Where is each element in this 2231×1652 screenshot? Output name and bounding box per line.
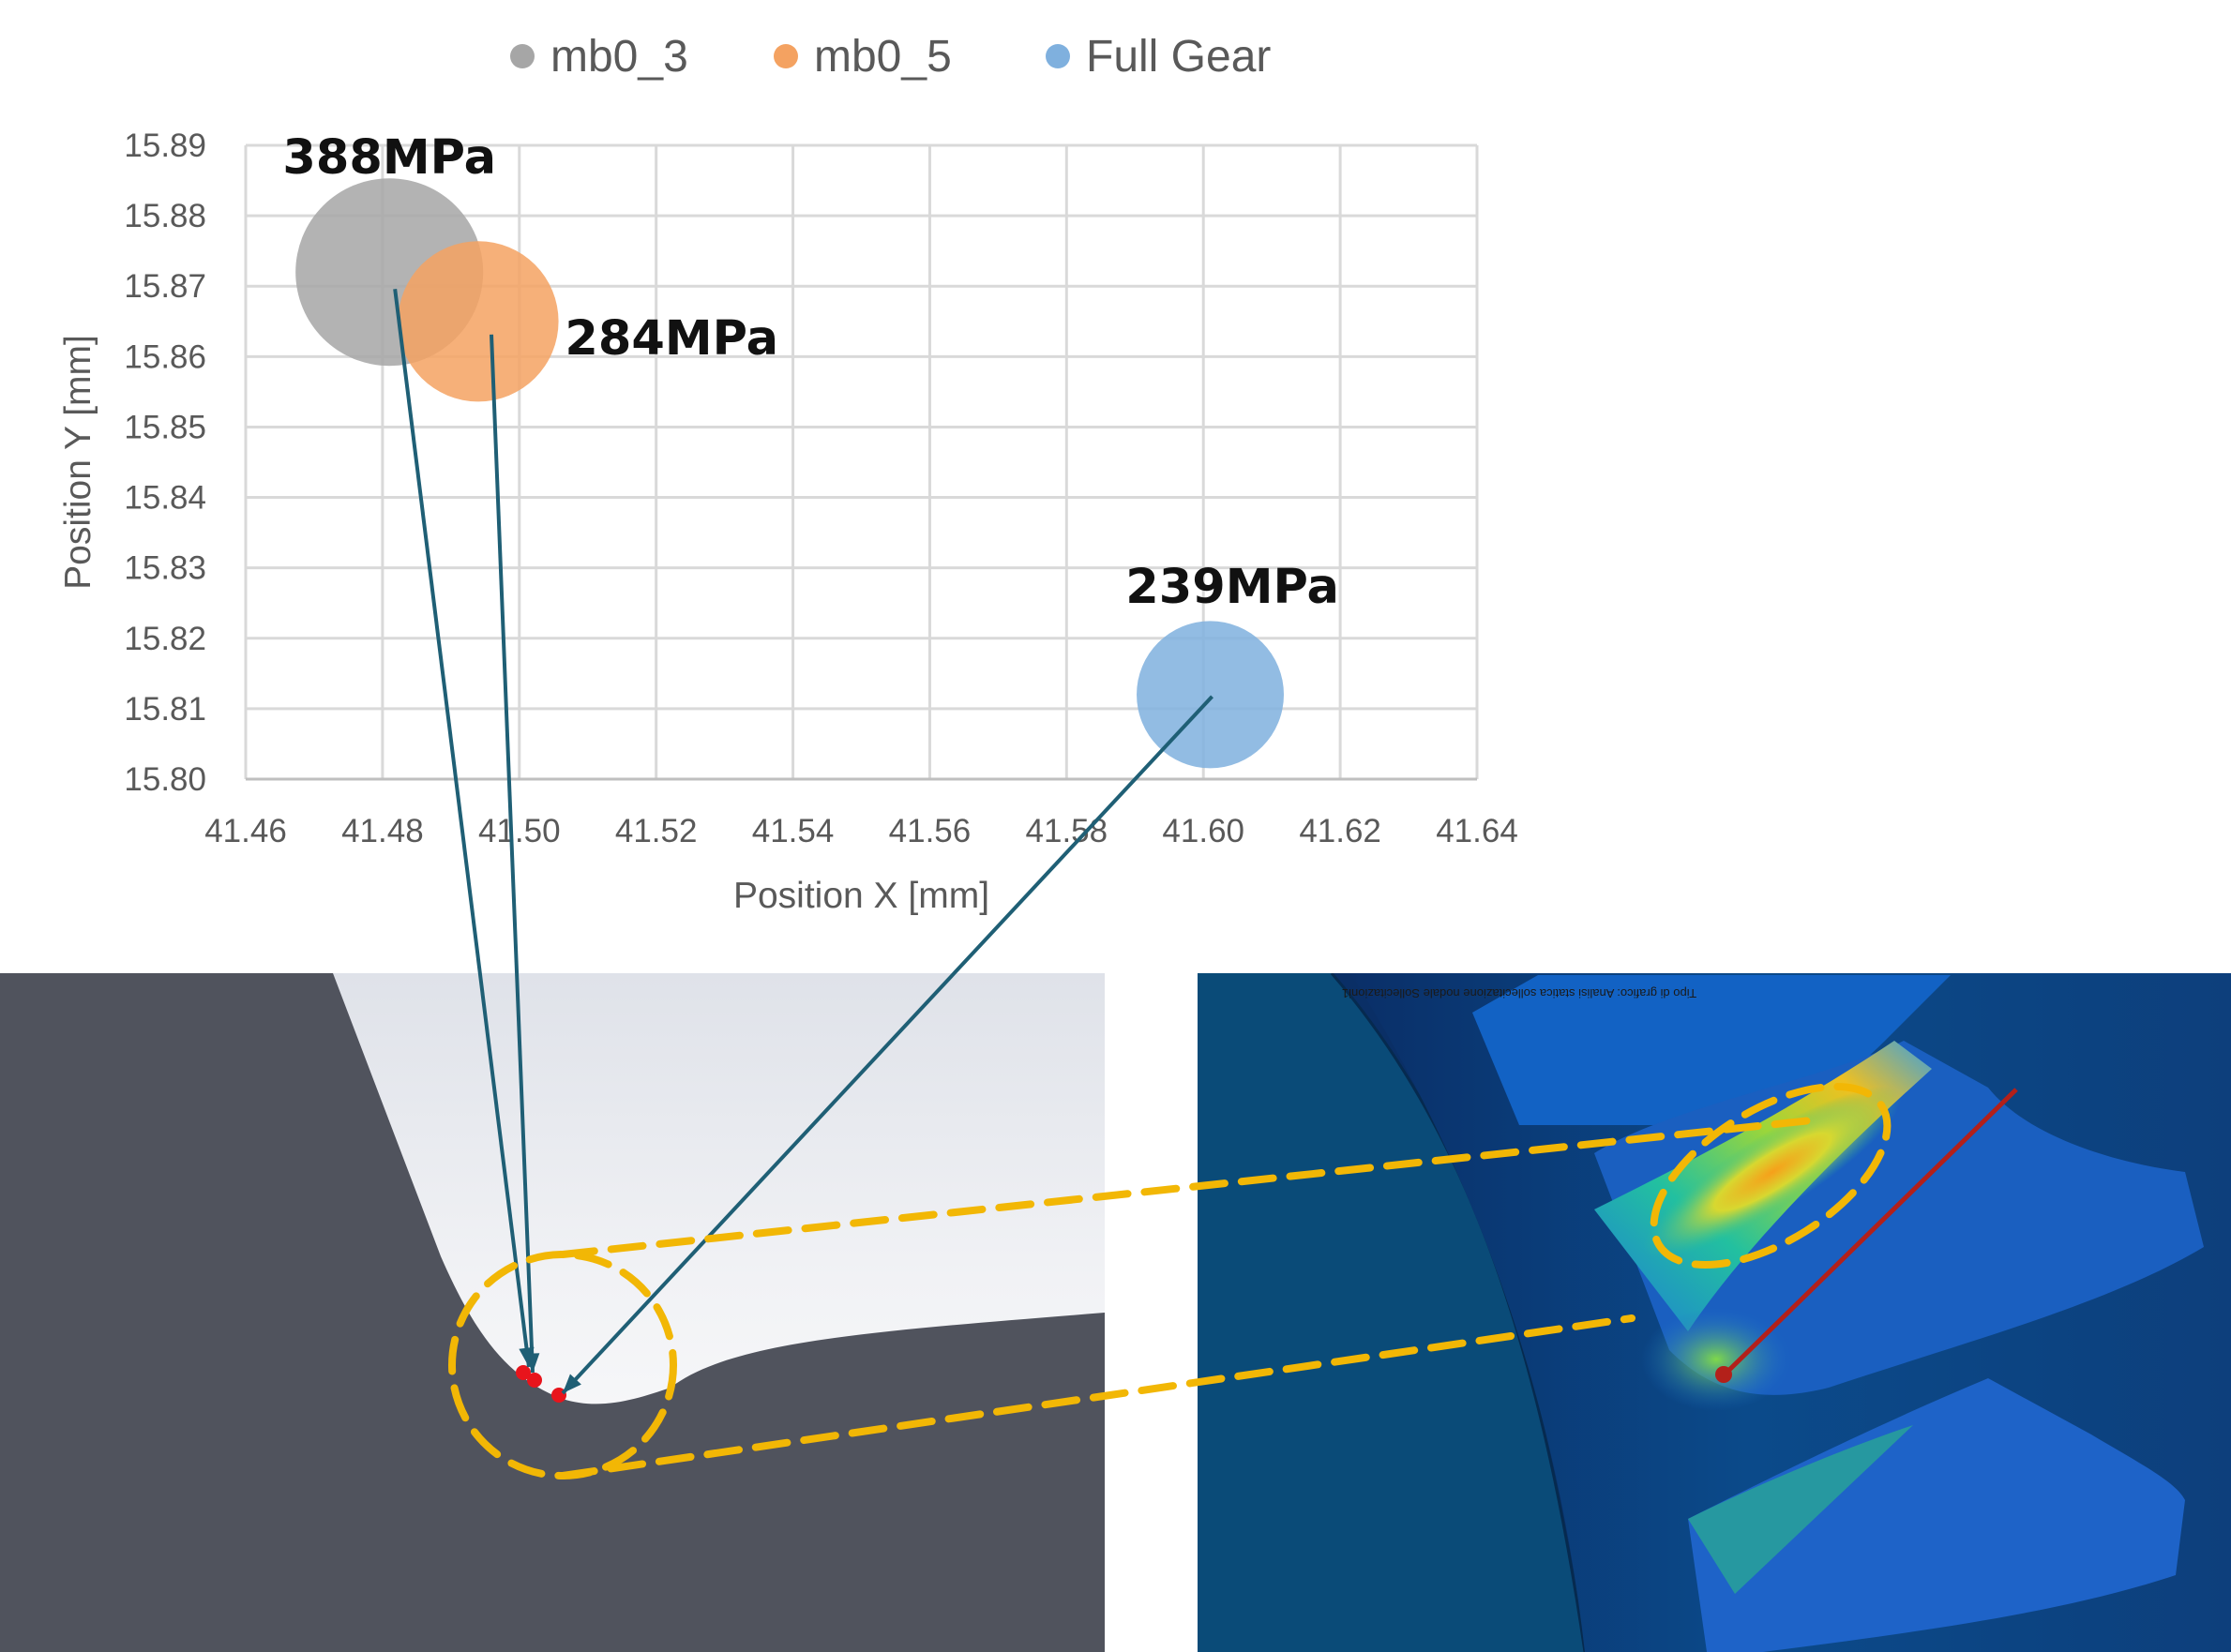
x-tick-label: 41.48 [341, 813, 424, 849]
x-tick-label: 41.58 [1026, 813, 1108, 849]
legend-label: mb0_3 [550, 32, 688, 82]
bubble-point [1137, 621, 1285, 769]
lower-flank-stress [1688, 1425, 1913, 1594]
y-tick-label: 15.88 [124, 198, 206, 234]
legend-marker [774, 44, 798, 68]
x-tick-label: 41.64 [1436, 813, 1518, 849]
gear-tooth-section-image [0, 973, 1105, 1652]
zoom-connector-bottom [559, 1314, 1636, 1479]
leader-line [561, 695, 1213, 1395]
y-tick-label: 15.85 [124, 409, 206, 445]
y-axis-title: Position Y [mm] [58, 335, 98, 590]
y-axis-tick-labels: 15.89 15.88 15.87 15.86 15.85 15.84 15.83 15.82… [124, 128, 206, 798]
y-tick-label: 15.82 [124, 621, 206, 657]
fea-stress-render-image: Tipo di grafico: Analisi statica solleci… [1198, 973, 2231, 1652]
x-axis-title: Position X [mm] [733, 876, 989, 916]
y-tick-label: 15.89 [124, 128, 206, 164]
bubble-value-label: 284MPa [565, 311, 778, 367]
chart-data-labels: 388MPa 284MPa 239MPa [282, 130, 1339, 615]
leader-line [393, 288, 531, 1368]
y-tick-label: 15.81 [124, 691, 206, 728]
gear-tooth-lower [1688, 1378, 2185, 1652]
y-tick-label: 15.84 [124, 480, 206, 517]
x-axis-tick-labels: 41.46 41.48 41.50 41.52 41.54 41.56 41.58 41.60… [204, 813, 1518, 849]
root-stress-glow [1641, 1308, 1791, 1411]
stress-hotspot [1643, 1086, 1902, 1258]
fea-caption-text: Tipo di grafico: Analisi statica solleci… [1342, 986, 1696, 1000]
gear-tooth-profile [0, 973, 1105, 1652]
chart-bubbles [295, 178, 1285, 769]
x-tick-label: 41.62 [1299, 813, 1381, 849]
x-tick-label: 41.56 [889, 813, 972, 849]
gear-hub [1198, 973, 1585, 1652]
zoom-connector-top [559, 1116, 1823, 1258]
max-stress-node [1715, 1366, 1732, 1383]
legend-marker [1046, 44, 1070, 68]
leader-arrowhead [563, 1374, 581, 1393]
bubble-chart: mb0_3 mb0_5 Full Gear 15.89 15.88 15.87 15.86… [58, 32, 1518, 916]
gear-tooth-upper [1472, 975, 1951, 1125]
y-tick-label: 15.86 [124, 338, 206, 375]
legend-item: Full Gear [1046, 32, 1271, 82]
callout-annotations [393, 288, 1892, 1479]
chart-legend: mb0_3 mb0_5 Full Gear [510, 32, 1271, 82]
fea-ellipse-highlight [1650, 1082, 1892, 1269]
max-stress-line [1724, 1088, 2018, 1375]
y-tick-label: 15.83 [124, 550, 206, 587]
y-tick-label: 15.80 [124, 761, 206, 798]
bubble-value-label: 239MPa [1125, 560, 1339, 615]
x-tick-label: 41.52 [615, 813, 698, 849]
max-stress-marker [516, 1365, 531, 1380]
x-tick-label: 41.54 [752, 813, 835, 849]
max-stress-marker [527, 1373, 542, 1388]
legend-marker [510, 44, 535, 68]
legend-label: mb0_5 [814, 32, 952, 82]
bubble-value-label: 388MPa [282, 130, 496, 186]
x-tick-label: 41.46 [204, 813, 287, 849]
x-tick-label: 41.50 [478, 813, 561, 849]
x-tick-label: 41.60 [1162, 813, 1244, 849]
bubble-point [398, 241, 559, 402]
leader-line [490, 334, 535, 1374]
leader-arrowhead [524, 1353, 540, 1373]
legend-item: mb0_5 [774, 32, 952, 82]
legend-item: mb0_3 [510, 32, 688, 82]
legend-label: Full Gear [1086, 32, 1271, 82]
y-tick-label: 15.87 [124, 268, 206, 305]
